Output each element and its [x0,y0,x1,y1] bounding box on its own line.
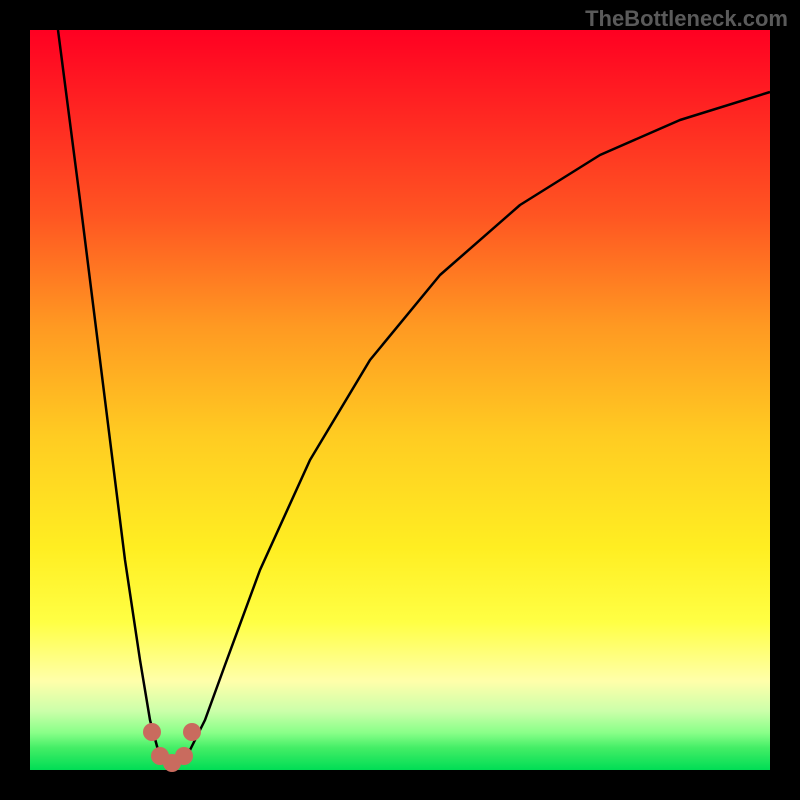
valley-marker [183,723,201,741]
chart-container: { "watermark": { "text": "TheBottleneck.… [0,0,800,800]
valley-marker [175,747,193,765]
curve-overlay [0,0,800,800]
valley-marker [143,723,161,741]
watermark-text: TheBottleneck.com [585,6,788,32]
bottleneck-curve-path [58,30,770,765]
